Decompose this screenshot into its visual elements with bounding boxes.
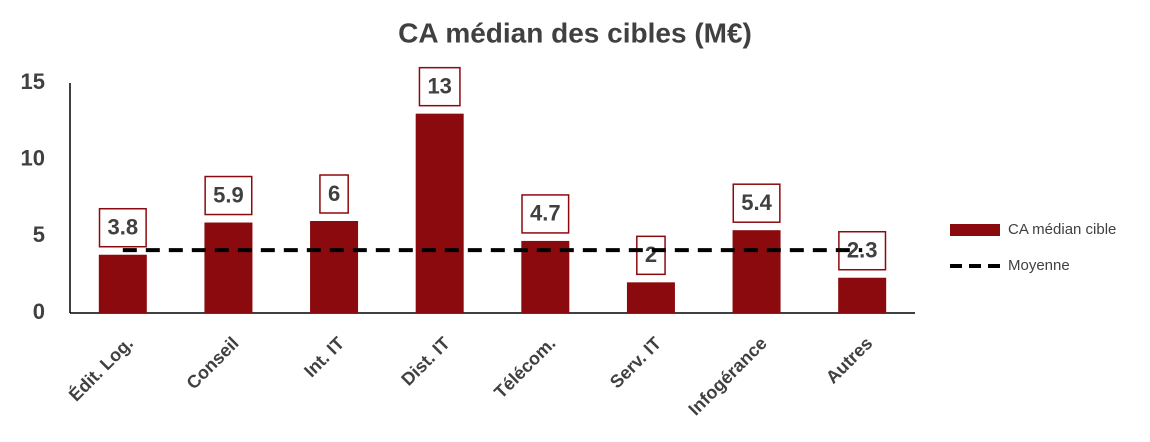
bar	[98, 254, 147, 313]
bar	[838, 277, 887, 313]
data-label: 3.8	[108, 215, 139, 240]
data-label-box	[521, 194, 570, 234]
y-tick-label: 10	[21, 145, 45, 170]
bar	[521, 240, 570, 313]
data-label-box	[319, 174, 349, 214]
data-label-box	[98, 207, 147, 248]
x-tick-label: Autres	[822, 333, 876, 387]
x-tick-label: Infogérance	[684, 333, 770, 419]
data-label: 2	[645, 242, 657, 267]
x-tick-label: Int. IT	[300, 333, 348, 381]
bar	[310, 221, 359, 313]
legend-swatch	[950, 224, 1000, 236]
data-label-box	[732, 183, 781, 223]
bar	[732, 230, 781, 313]
y-tick-label: 0	[33, 299, 45, 324]
bar	[626, 282, 675, 313]
chart-title: CA médian des cibles (M€)	[398, 17, 752, 48]
data-label: 4.7	[530, 201, 561, 226]
bar	[204, 222, 253, 313]
x-tick-label: Dist. IT	[397, 333, 454, 390]
data-label: 5.4	[741, 190, 772, 215]
x-tick-label: Télécom.	[490, 333, 559, 402]
data-label: 5.9	[213, 182, 244, 207]
legend-label: Moyenne	[1008, 257, 1070, 274]
data-label-box	[636, 235, 666, 276]
data-label-box	[418, 66, 461, 107]
y-tick-label: 5	[33, 222, 45, 247]
data-label-box	[204, 175, 253, 216]
legend-label: CA médian cible	[1008, 221, 1116, 238]
x-tick-label: Édit. Log.	[64, 332, 137, 405]
bar	[415, 113, 464, 314]
x-tick-label: Serv. IT	[606, 333, 665, 392]
x-tick-label: Conseil	[183, 333, 243, 393]
data-label: 13	[427, 73, 451, 98]
y-tick-label: 15	[21, 69, 45, 94]
data-label: 6	[328, 181, 340, 206]
